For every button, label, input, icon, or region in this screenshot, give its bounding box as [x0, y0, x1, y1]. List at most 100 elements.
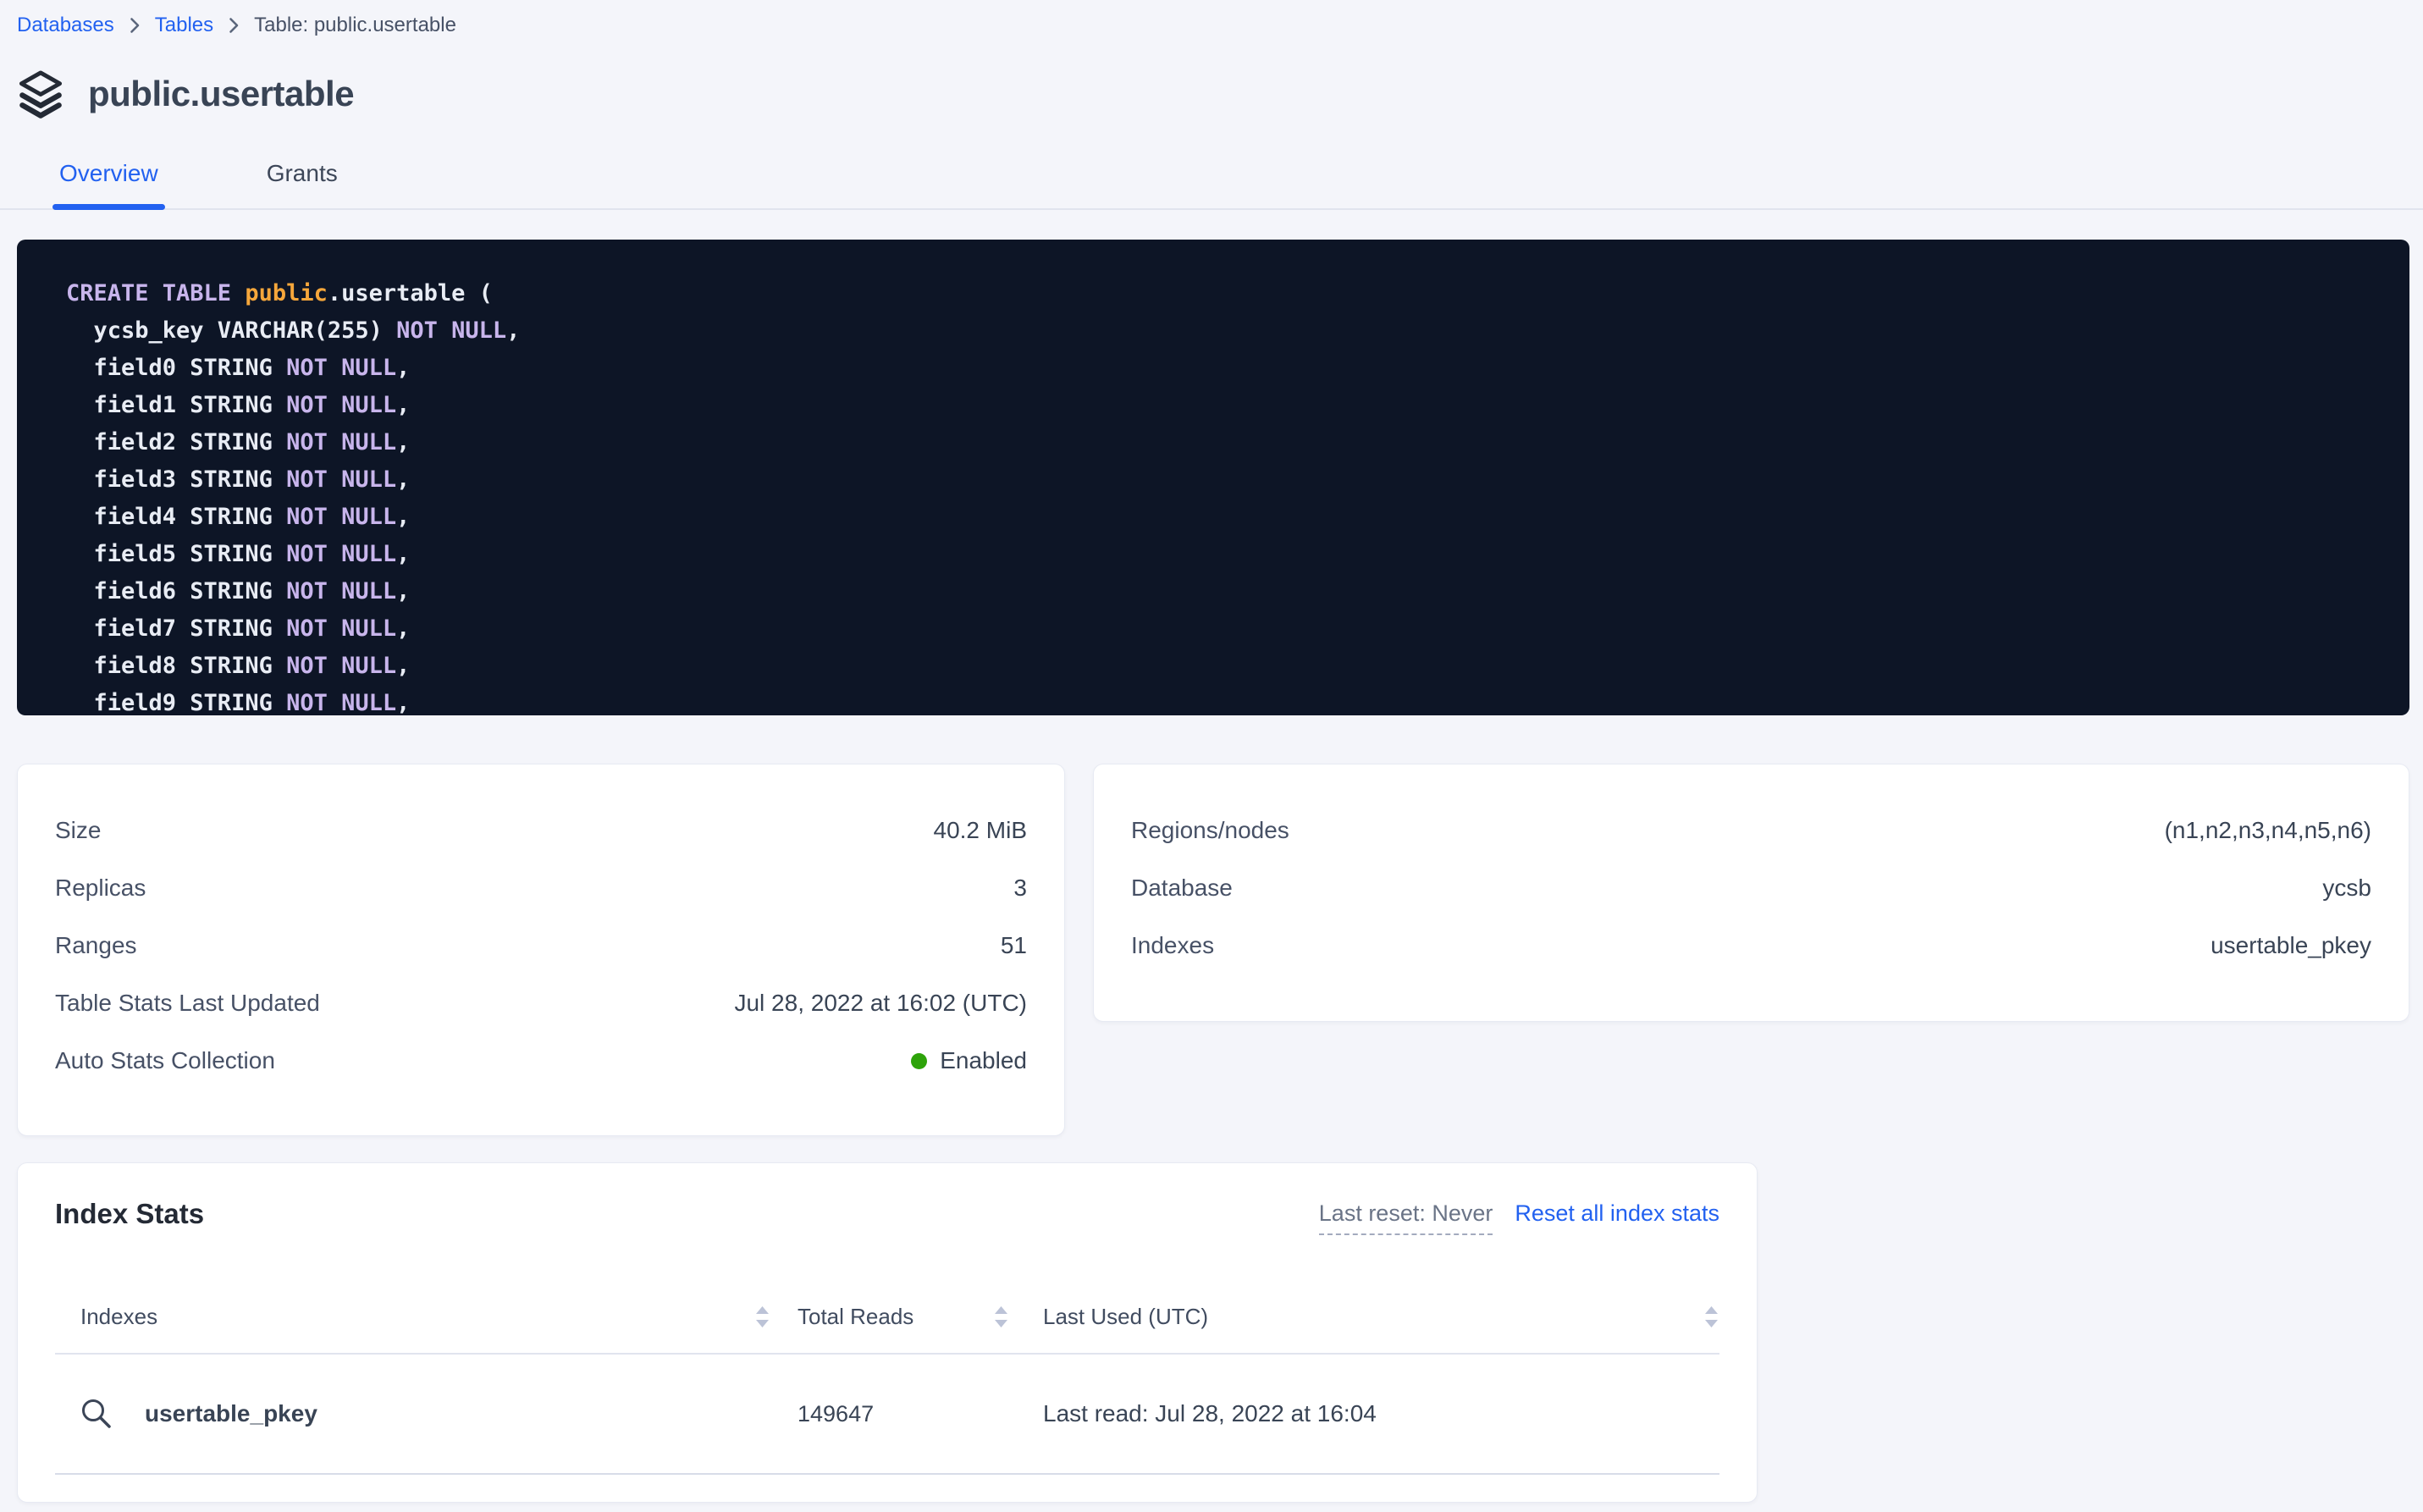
- sql-token: field7 STRING: [66, 615, 287, 642]
- column-header-total-reads[interactable]: Total Reads: [798, 1304, 1009, 1330]
- info-label: Indexes: [1131, 932, 1215, 958]
- sql-token: field3 STRING: [66, 466, 287, 493]
- sql-token: NOT NULL: [286, 615, 397, 642]
- sql-line: CREATE TABLE public.usertable (: [66, 275, 2376, 312]
- search-icon: [80, 1398, 113, 1430]
- table-header-row: Indexes Total Reads Last Used (UTC): [55, 1280, 1719, 1355]
- sql-line: field6 STRING NOT NULL,: [66, 573, 2376, 610]
- tab-bar: Overview Grants: [0, 152, 2423, 210]
- sql-line: field8 STRING NOT NULL,: [66, 648, 2376, 685]
- sql-line: field5 STRING NOT NULL,: [66, 536, 2376, 573]
- sql-token: .usertable (: [327, 280, 493, 306]
- index-name-cell[interactable]: usertable_pkey: [55, 1398, 770, 1430]
- stat-row-auto-stats: Auto Stats Collection Enabled: [18, 1032, 1064, 1090]
- sql-token: NOT NULL: [286, 429, 397, 455]
- page-header: public.usertable: [17, 69, 2409, 119]
- sql-token: field6 STRING: [66, 578, 287, 604]
- detail-cards-row: Size 40.2 MiB Replicas 3 Ranges 51 Table…: [17, 764, 2409, 1136]
- sql-token: ,: [396, 653, 411, 679]
- tab-grants[interactable]: Grants: [266, 160, 338, 186]
- sql-token: field0 STRING: [66, 355, 287, 381]
- stat-value: 40.2 MiB: [933, 817, 1028, 843]
- stat-label: Auto Stats Collection: [55, 1047, 275, 1073]
- breadcrumb-current: Table: public.usertable: [254, 14, 456, 36]
- sql-line: field0 STRING NOT NULL,: [66, 350, 2376, 387]
- sql-token: field8 STRING: [66, 653, 287, 679]
- status-text: Enabled: [940, 1047, 1027, 1073]
- sql-token: NOT NULL: [396, 317, 507, 344]
- index-stats-header: Index Stats Last reset: Never Reset all …: [55, 1163, 1719, 1235]
- chevron-right-icon: [229, 17, 239, 34]
- column-header-last-used[interactable]: Last Used (UTC): [1043, 1304, 1719, 1330]
- index-stats-table: Indexes Total Reads Last Used (UTC): [55, 1280, 1719, 1475]
- sql-token: ,: [396, 615, 411, 642]
- stat-label: Size: [55, 817, 102, 843]
- info-row-indexes: Indexes usertable_pkey: [1094, 917, 2409, 974]
- sql-token: ,: [396, 541, 411, 567]
- column-header-indexes[interactable]: Indexes: [55, 1304, 770, 1330]
- sql-token: field9 STRING: [66, 690, 287, 715]
- sql-token: ,: [506, 317, 521, 344]
- sql-line: field9 STRING NOT NULL,: [66, 685, 2376, 715]
- stat-row-ranges: Ranges 51: [18, 917, 1064, 974]
- stat-row-size: Size 40.2 MiB: [18, 802, 1064, 859]
- stat-row-replicas: Replicas 3: [18, 859, 1064, 917]
- total-reads-cell: 149647: [798, 1400, 875, 1426]
- sql-token: NOT NULL: [286, 578, 397, 604]
- last-used-cell: Last read: Jul 28, 2022 at 16:04: [1043, 1400, 1377, 1426]
- sql-line: field1 STRING NOT NULL,: [66, 387, 2376, 424]
- sql-token: ycsb_key VARCHAR(255): [66, 317, 397, 344]
- sql-token: NOT NULL: [286, 355, 397, 381]
- reset-index-stats-link[interactable]: Reset all index stats: [1515, 1200, 1719, 1226]
- reset-area: Last reset: Never Reset all index stats: [1318, 1200, 1719, 1235]
- info-label: Regions/nodes: [1131, 817, 1289, 843]
- stat-label: Replicas: [55, 875, 146, 901]
- tab-overview[interactable]: Overview: [52, 152, 165, 210]
- sql-token: ,: [396, 690, 411, 715]
- sql-token: ,: [396, 466, 411, 493]
- sql-token: public: [245, 280, 328, 306]
- last-reset-label[interactable]: Last reset: Never: [1318, 1200, 1493, 1235]
- sql-line: field7 STRING NOT NULL,: [66, 610, 2376, 648]
- sql-token: field5 STRING: [66, 541, 287, 567]
- sql-token: field4 STRING: [66, 504, 287, 530]
- create-statement-box[interactable]: CREATE TABLE public.usertable ( ycsb_key…: [17, 240, 2409, 715]
- sql-token: field2 STRING: [66, 429, 287, 455]
- sql-token: ,: [396, 578, 411, 604]
- sort-arrows-icon[interactable]: [993, 1305, 1009, 1329]
- sql-line: ycsb_key VARCHAR(255) NOT NULL,: [66, 312, 2376, 350]
- stat-value-status: Enabled: [911, 1047, 1027, 1074]
- sql-token: NOT NULL: [286, 466, 397, 493]
- index-name: usertable_pkey: [145, 1400, 317, 1426]
- breadcrumb-link-tables[interactable]: Tables: [154, 14, 214, 36]
- stat-label: Ranges: [55, 932, 137, 958]
- breadcrumb-link-databases[interactable]: Databases: [17, 14, 114, 36]
- sql-line: field2 STRING NOT NULL,: [66, 424, 2376, 461]
- table-row: usertable_pkey 149647 Last read: Jul 28,…: [55, 1355, 1719, 1475]
- sql-token: NOT NULL: [286, 541, 397, 567]
- info-value: ycsb: [2322, 875, 2371, 901]
- stat-value: Jul 28, 2022 at 16:02 (UTC): [734, 990, 1027, 1016]
- green-dot: [911, 1052, 928, 1069]
- sort-arrows-icon[interactable]: [1703, 1305, 1719, 1329]
- info-row-database: Database ycsb: [1094, 859, 2409, 917]
- sql-token: NOT NULL: [286, 392, 397, 418]
- breadcrumb: Databases Tables Table: public.usertable: [17, 12, 2409, 39]
- sql-token: NOT NULL: [286, 690, 397, 715]
- table-stats-card: Size 40.2 MiB Replicas 3 Ranges 51 Table…: [17, 764, 1065, 1136]
- stat-value: 51: [1000, 932, 1027, 958]
- stat-value: 3: [1013, 875, 1027, 901]
- sql-line: field3 STRING NOT NULL,: [66, 461, 2376, 499]
- column-label: Total Reads: [798, 1303, 914, 1329]
- sql-token: ,: [396, 392, 411, 418]
- sort-arrows-icon[interactable]: [754, 1305, 770, 1329]
- sql-token: ,: [396, 355, 411, 381]
- info-value: usertable_pkey: [2211, 932, 2371, 958]
- info-value: (n1,n2,n3,n4,n5,n6): [2164, 817, 2371, 843]
- sql-token: NOT NULL: [286, 504, 397, 530]
- index-stats-card: Index Stats Last reset: Never Reset all …: [17, 1162, 1758, 1503]
- sql-token: ,: [396, 429, 411, 455]
- sql-token: NOT NULL: [286, 653, 397, 679]
- info-label: Database: [1131, 875, 1233, 901]
